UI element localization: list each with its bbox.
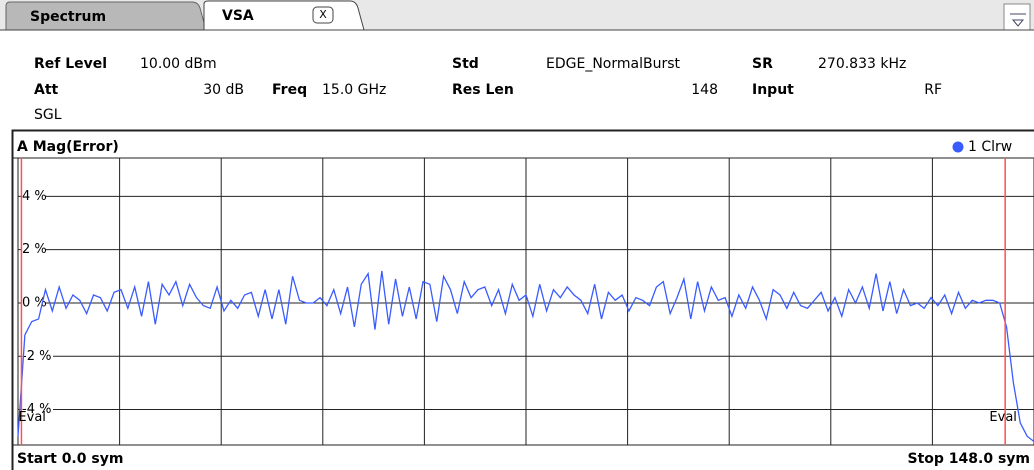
- plot: 4 %2 %0 %-2 %-4 %Eval Eval: [17, 158, 1034, 445]
- field-value: 30 dB: [203, 82, 244, 98]
- field-value: RF: [924, 82, 942, 98]
- menu-icon[interactable]: [1003, 3, 1031, 31]
- field-label: SR: [752, 56, 773, 72]
- legend-label: 1 Clrw: [968, 139, 1012, 155]
- field-label: Input: [752, 82, 794, 98]
- trace: [17, 270, 1034, 443]
- label-bg: [21, 401, 53, 418]
- eval-label: Eval: [989, 410, 1017, 425]
- field-value: 15.0 GHz: [322, 82, 386, 98]
- field-label: Ref Level: [34, 56, 107, 72]
- field-value: 270.833 kHz: [818, 56, 906, 72]
- chart-frame: [11, 129, 1034, 470]
- eval-label: Eval: [18, 410, 46, 425]
- label-bg: [21, 294, 45, 311]
- stop-label: Stop 148.0 sym: [908, 451, 1031, 467]
- tab-label: VSA: [222, 8, 254, 24]
- y-tick-label: -2 %: [22, 349, 51, 364]
- field-label: Res Len: [452, 82, 514, 98]
- tab-spectrum[interactable]: [5, 1, 207, 31]
- mode: SGL: [34, 107, 62, 123]
- field-value: 148: [691, 82, 718, 98]
- y-tick-label: 4 %: [22, 189, 47, 204]
- field-label: Std: [452, 56, 479, 72]
- close-icon: X: [319, 8, 327, 21]
- field-label: Freq: [272, 82, 307, 98]
- label-bg: [21, 348, 53, 365]
- field-label: Att: [34, 82, 59, 98]
- label-bg: [21, 188, 45, 205]
- tab-label: Spectrum: [30, 9, 106, 25]
- y-tick-label: 2 %: [22, 242, 47, 257]
- chart-title: A Mag(Error): [17, 139, 119, 155]
- y-tick-label: 0 %: [22, 295, 47, 310]
- field-value: 10.00 dBm: [140, 56, 217, 72]
- menu-glyph: [1010, 13, 1026, 27]
- start-label: Start 0.0 sym: [17, 451, 123, 467]
- y-tick-label: -4 %: [22, 402, 51, 417]
- legend-dot: [952, 141, 964, 153]
- field-value: EDGE_NormalBurst: [546, 56, 681, 72]
- close-button[interactable]: [312, 6, 334, 24]
- label-bg: [21, 241, 45, 258]
